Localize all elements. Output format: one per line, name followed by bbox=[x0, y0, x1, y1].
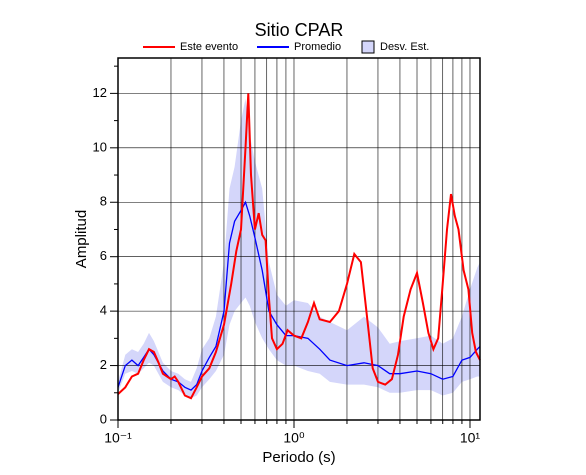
series-line bbox=[117, 93, 481, 400]
x-axis-label: Periodo (s) bbox=[262, 449, 335, 466]
x-tick-label: 10⁰ bbox=[283, 430, 305, 446]
chart-title: Sitio CPAR bbox=[255, 20, 344, 40]
legend-label: Este evento bbox=[180, 41, 238, 53]
y-axis-label: Amplitud bbox=[73, 210, 90, 268]
std-band bbox=[118, 98, 480, 399]
y-tick-label: 2 bbox=[100, 357, 107, 372]
y-tick-label: 12 bbox=[93, 85, 107, 100]
y-tick-label: 0 bbox=[100, 411, 107, 426]
y-tick-label: 8 bbox=[100, 194, 107, 209]
y-tick-label: 10 bbox=[93, 139, 107, 154]
legend-swatch bbox=[361, 40, 375, 54]
y-tick-label: 4 bbox=[100, 303, 107, 318]
x-tick-label: 10⁻¹ bbox=[104, 430, 132, 446]
plot-frame bbox=[117, 57, 481, 421]
legend-label: Promedio bbox=[294, 41, 341, 53]
x-tick-label: 10¹ bbox=[460, 430, 481, 446]
legend-label: Desv. Est. bbox=[380, 41, 429, 53]
series-line bbox=[117, 200, 481, 391]
y-tick-label: 6 bbox=[100, 248, 107, 263]
